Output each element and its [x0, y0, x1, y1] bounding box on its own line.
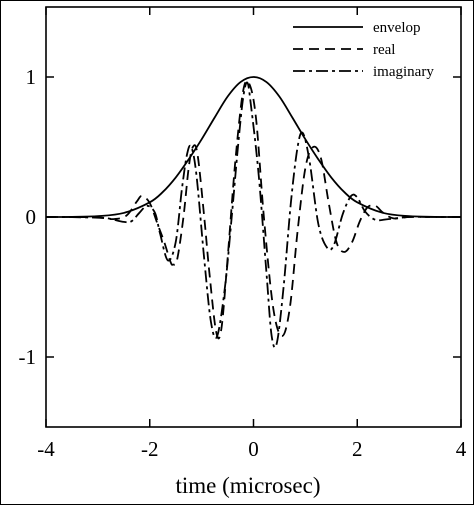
x-axis-title: time (microsec): [176, 473, 321, 498]
legend: envelop real imaginary: [293, 20, 434, 80]
x-tick-label: 4: [456, 437, 467, 461]
series-layer: [45, 76, 462, 349]
x-tick-label: -2: [141, 437, 159, 461]
x-tick-label: 2: [352, 437, 363, 461]
y-tick-label: 1: [26, 65, 37, 89]
y-tick-label: 0: [26, 205, 37, 229]
series-line-envelop: [45, 76, 462, 218]
legend-label-imaginary: imaginary: [373, 64, 434, 80]
ticks-layer: -4 -2 0 2 4 -1 0 1: [19, 7, 467, 461]
series-line-real: [45, 79, 461, 340]
series-line-imaginary: [45, 81, 461, 349]
legend-label-envelop: envelop: [373, 20, 420, 36]
legend-label-real: real: [373, 42, 395, 58]
x-tick-label: -4: [37, 437, 55, 461]
x-tick-label: 0: [248, 437, 259, 461]
y-tick-label: -1: [19, 345, 37, 369]
